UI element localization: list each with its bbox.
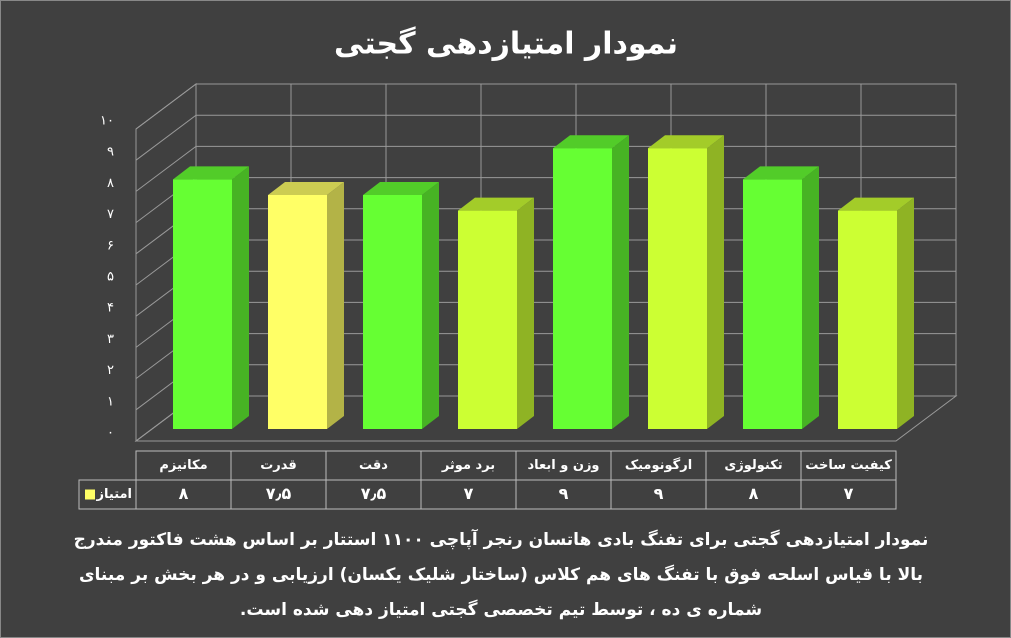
value-label: ۷٫۵	[266, 484, 292, 503]
grid-line	[135, 177, 956, 224]
bar-top	[363, 182, 439, 195]
x-tick-label: ارگونومیک	[625, 457, 692, 473]
bar	[173, 179, 232, 429]
grid-line	[135, 145, 956, 192]
bar-side	[232, 166, 249, 429]
grid-line	[135, 114, 956, 161]
value-label: ۷	[844, 484, 854, 503]
bar-side	[802, 166, 819, 429]
bar-side	[327, 182, 344, 429]
y-tick-label: ۱	[107, 394, 114, 409]
y-tick-label: ۰	[107, 426, 114, 441]
bar	[363, 195, 422, 429]
bar	[553, 148, 612, 429]
grid-line	[135, 208, 956, 255]
bar-side	[707, 135, 724, 429]
bar-side	[612, 135, 629, 429]
description-line: شماره ی ده ، توسط تیم تخصصی گجتی امتیاز …	[239, 600, 763, 620]
y-tick-label: ۱۰	[100, 114, 114, 129]
grid-line	[135, 239, 956, 286]
grid-line	[135, 333, 956, 380]
bar-top	[173, 166, 249, 180]
x-tick-label: برد موثر	[441, 458, 495, 473]
y-tick-label: ۸	[107, 176, 114, 191]
y-tick-label: ۹	[107, 145, 114, 160]
legend-swatch	[85, 489, 95, 500]
grid-line	[135, 83, 956, 130]
bar-side	[422, 182, 439, 429]
chart: نمودار امتیازدهی گجتی ۰ ۱ ۲ ۳ ۴ ۵ ۶ ۷ ۸ ۹ ۱۰ مکانیز…	[78, 26, 958, 510]
bar-top	[553, 135, 629, 149]
x-tick-label: دقت	[359, 458, 388, 473]
bar-top	[458, 197, 534, 211]
y-tick-label: ۵	[107, 270, 114, 285]
x-tick-label: مکانیزم	[159, 458, 207, 473]
x-tick-label: تکنولوژی	[724, 458, 782, 473]
table	[78, 479, 897, 510]
grid-line	[135, 395, 956, 442]
floor	[134, 395, 958, 442]
value-label: ۷	[464, 484, 474, 503]
bar-side	[897, 197, 914, 429]
y-tick-label: ۳	[107, 332, 114, 347]
y-tick-label: ۲	[107, 363, 114, 378]
bar-top	[838, 197, 914, 211]
value-label: ۷٫۵	[361, 484, 387, 503]
legend-label: امتیاز	[96, 487, 132, 502]
bar	[458, 210, 517, 429]
bar	[743, 179, 802, 429]
bar	[268, 195, 327, 429]
description: نمودار امتیازدهی گجتی برای تفنگ بادی هات…	[61, 523, 941, 628]
x-tick-label: قدرت	[260, 458, 297, 473]
chart-title: نمودار امتیازدهی گجتی	[334, 26, 678, 62]
x-tick-label: وزن و ابعاد	[527, 458, 599, 473]
bar-top	[648, 135, 724, 149]
y-tick-label: ۷	[107, 207, 114, 222]
x-tick-label: کیفیت ساخت	[805, 458, 892, 473]
y-tick-label: ۶	[107, 238, 114, 253]
y-tick-label: ۴	[107, 301, 114, 316]
grid-line	[135, 364, 956, 411]
value-label: ۸	[179, 484, 189, 503]
bar-top	[743, 166, 819, 180]
description-line: بالا با قیاس اسلحه فوق با تفنگ های هم کل…	[78, 565, 924, 585]
value-label: ۹	[559, 484, 569, 503]
bar	[838, 210, 897, 429]
grid-line	[135, 270, 956, 317]
value-label: ۸	[749, 484, 759, 503]
value-label: ۹	[654, 484, 664, 503]
bar-side	[517, 197, 534, 429]
grid-line	[135, 301, 956, 348]
bar-top	[268, 182, 344, 195]
description-line: نمودار امتیازدهی گجتی برای تفنگ بادی هات…	[73, 530, 929, 550]
bar	[648, 148, 707, 429]
